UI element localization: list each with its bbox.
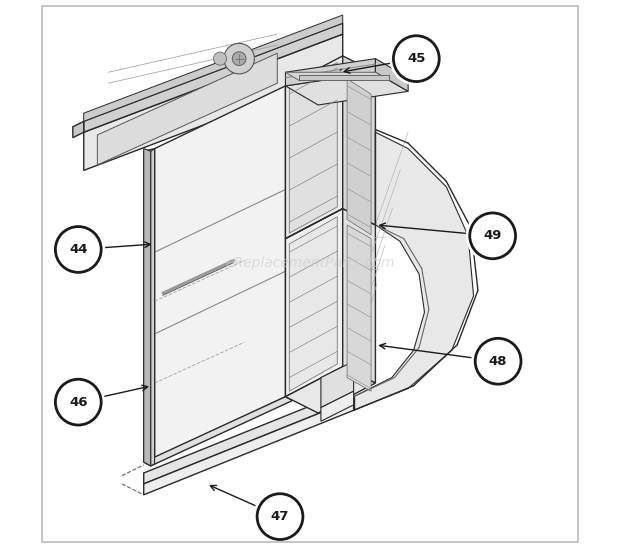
Polygon shape (285, 56, 343, 238)
Polygon shape (144, 397, 293, 466)
Polygon shape (144, 149, 154, 462)
Circle shape (213, 52, 226, 65)
Polygon shape (84, 23, 343, 132)
Circle shape (390, 32, 443, 85)
Polygon shape (285, 367, 376, 413)
Text: eReplacementParts.com: eReplacementParts.com (225, 256, 395, 270)
Circle shape (475, 338, 521, 384)
Polygon shape (144, 399, 353, 495)
Polygon shape (144, 389, 353, 484)
Text: 47: 47 (271, 510, 289, 523)
Polygon shape (321, 391, 353, 421)
Circle shape (470, 213, 516, 259)
Text: 46: 46 (69, 396, 87, 409)
Circle shape (232, 52, 246, 66)
Circle shape (472, 335, 525, 387)
Polygon shape (343, 56, 376, 225)
Circle shape (394, 36, 439, 82)
Text: 48: 48 (489, 355, 507, 368)
Polygon shape (376, 59, 408, 92)
Polygon shape (290, 217, 337, 391)
Polygon shape (84, 15, 343, 121)
Polygon shape (84, 34, 343, 170)
Text: 49: 49 (484, 229, 502, 242)
Circle shape (52, 376, 104, 429)
Circle shape (254, 490, 306, 543)
Circle shape (466, 210, 519, 262)
Polygon shape (290, 62, 337, 233)
Polygon shape (285, 59, 376, 86)
Polygon shape (144, 149, 151, 466)
Circle shape (224, 43, 254, 74)
Polygon shape (285, 72, 389, 81)
Polygon shape (347, 79, 371, 235)
Polygon shape (347, 225, 371, 391)
Polygon shape (285, 209, 343, 397)
Circle shape (257, 494, 303, 540)
Circle shape (52, 223, 104, 276)
Polygon shape (343, 209, 376, 383)
Text: 45: 45 (407, 52, 425, 65)
PathPatch shape (353, 132, 474, 410)
Circle shape (55, 379, 101, 425)
Text: 44: 44 (69, 243, 87, 256)
Polygon shape (151, 149, 154, 466)
Circle shape (55, 226, 101, 272)
Polygon shape (299, 75, 389, 81)
Polygon shape (321, 361, 353, 408)
Polygon shape (154, 86, 285, 459)
Polygon shape (285, 72, 408, 105)
Polygon shape (97, 53, 277, 165)
Polygon shape (73, 121, 84, 138)
